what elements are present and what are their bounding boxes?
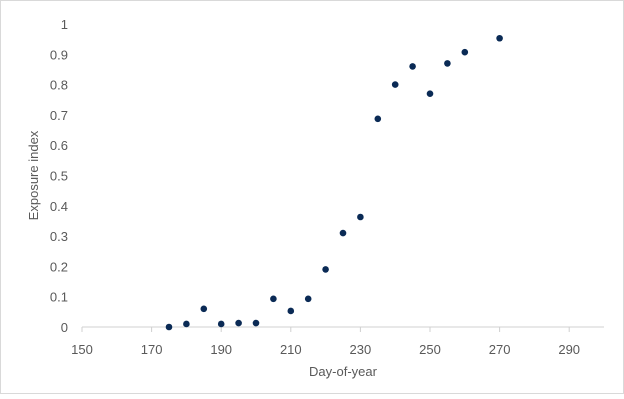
x-tick-label: 190 (210, 342, 232, 357)
x-tick-label: 150 (71, 342, 93, 357)
x-tick-label: 290 (558, 342, 580, 357)
x-tick-label: 230 (350, 342, 372, 357)
data-point (444, 60, 451, 67)
data-point (235, 319, 242, 327)
y-axis-ticks: 0 0.1 0.2 0.3 0.4 0.5 0.6 0.7 0.8 0.9 1 (50, 17, 68, 335)
y-tick-label: 0.7 (50, 108, 68, 123)
data-point (461, 48, 469, 56)
data-points (165, 34, 503, 331)
data-point (339, 229, 347, 237)
data-point (252, 319, 260, 327)
y-axis-title: Exposure index (26, 130, 41, 220)
y-tick-label: 0.9 (50, 47, 68, 62)
data-point (426, 90, 434, 97)
data-point (496, 34, 503, 42)
y-tick-label: 0.8 (50, 78, 68, 93)
y-tick-label: 0.6 (50, 138, 68, 153)
x-tick-label: 250 (419, 342, 441, 357)
y-tick-label: 0.4 (50, 199, 68, 214)
x-tick-label: 210 (280, 342, 302, 357)
data-point (322, 266, 329, 273)
x-tick-label: 170 (141, 342, 163, 357)
data-point (200, 305, 208, 313)
y-tick-label: 1 (61, 17, 68, 32)
data-point (391, 81, 399, 88)
y-tick-label: 0.2 (50, 259, 68, 274)
y-tick-label: 0.1 (50, 290, 68, 305)
y-tick-label: 0 (61, 320, 68, 335)
x-axis-ticks: 150 170 190 210 230 250 270 290 (71, 327, 580, 357)
data-point (217, 320, 225, 328)
data-point (183, 320, 190, 328)
data-point (374, 115, 382, 123)
y-tick-label: 0.5 (50, 169, 68, 184)
x-tick-label: 270 (489, 342, 511, 357)
data-point (304, 295, 312, 303)
data-point (409, 63, 416, 70)
data-point (287, 307, 295, 315)
y-tick-label: 0.3 (50, 229, 68, 244)
data-point (270, 295, 277, 303)
data-point (357, 213, 364, 221)
x-axis-title: Day-of-year (309, 364, 378, 379)
data-point (165, 323, 173, 331)
